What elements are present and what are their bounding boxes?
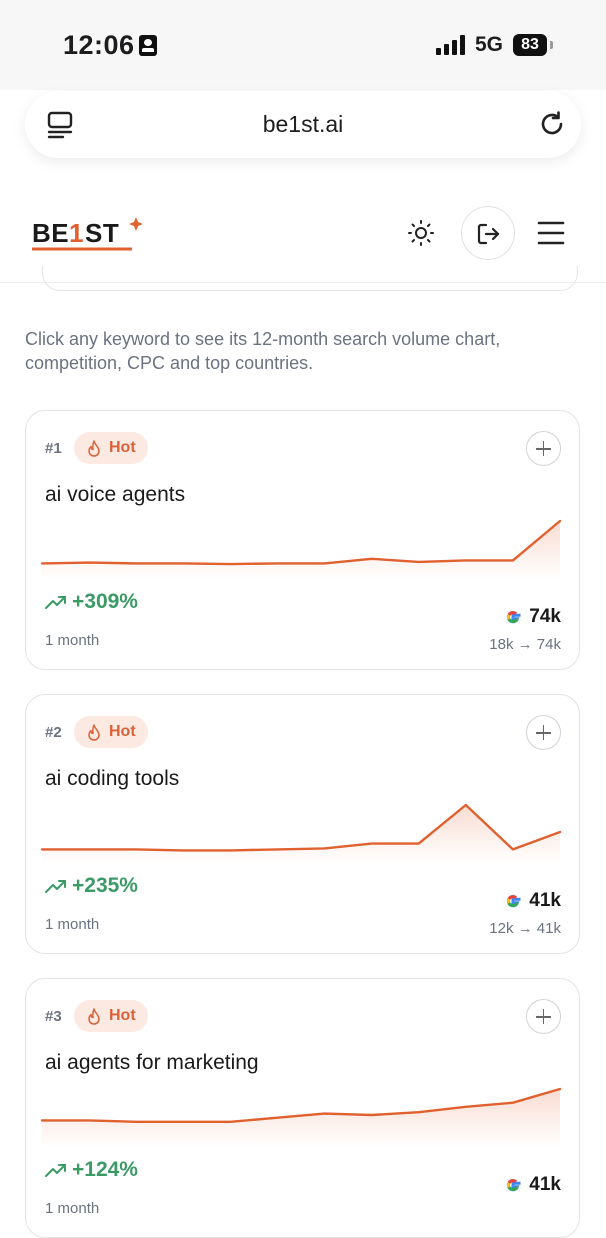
keyword-title[interactable]: ai voice agents <box>45 483 186 506</box>
trend-area <box>42 805 560 863</box>
status-bar: 12:06 5G 83 <box>0 0 606 90</box>
google-icon <box>506 895 521 908</box>
rank-label: #1 <box>45 440 62 457</box>
hot-badge: Hot <box>74 716 148 748</box>
trending-up-icon <box>45 596 66 609</box>
rank-label: #3 <box>45 1008 62 1025</box>
menu-icon[interactable] <box>537 220 565 246</box>
id-card-icon <box>139 35 157 56</box>
rank-label: #2 <box>45 724 62 741</box>
svg-text:ST: ST <box>85 218 119 248</box>
status-time: 12:06 <box>63 30 135 60</box>
google-icon <box>506 1179 521 1192</box>
keyword-card[interactable]: #1 Hot ai voice agents +309% 1 month 74k… <box>25 410 580 670</box>
growth-percent: +235% <box>72 874 138 897</box>
trend-sparkline <box>40 803 562 863</box>
hot-badge: Hot <box>74 1000 148 1032</box>
be1st-logo[interactable]: BE 1 ST <box>32 217 147 253</box>
reader-mode-icon[interactable] <box>47 111 73 139</box>
growth-period: 1 month <box>45 632 100 649</box>
flame-icon <box>88 1008 100 1025</box>
add-keyword-button[interactable] <box>526 715 561 750</box>
trend-line <box>40 519 562 566</box>
growth-percent: +124% <box>72 1158 138 1181</box>
growth-percent: +309% <box>72 590 138 613</box>
search-volume: 41k <box>529 890 561 911</box>
search-volume: 74k <box>529 606 561 627</box>
intro-text: Click any keyword to see its 12-month se… <box>25 329 501 373</box>
add-keyword-button[interactable] <box>526 999 561 1034</box>
battery-icon: 83 <box>513 34 547 56</box>
growth-period: 1 month <box>45 1200 100 1217</box>
signal-icon <box>436 35 466 55</box>
trend-sparkline <box>40 1087 562 1147</box>
network-type: 5G <box>475 33 504 56</box>
trend-area <box>42 521 560 579</box>
keyword-title[interactable]: ai coding tools <box>45 767 180 790</box>
trending-up-icon <box>45 880 66 893</box>
trend-line <box>40 1087 562 1123</box>
svg-text:1: 1 <box>69 218 83 248</box>
address-bar[interactable]: be1st.ai <box>25 91 581 158</box>
search-panel-edge <box>42 266 578 291</box>
logout-icon <box>477 223 500 245</box>
trend-area <box>42 1089 560 1147</box>
svg-text:BE: BE <box>32 218 69 248</box>
logout-button[interactable] <box>461 206 515 260</box>
hot-label: Hot <box>109 1007 136 1024</box>
growth-period: 1 month <box>45 916 100 933</box>
flame-icon <box>88 724 100 741</box>
trend-sparkline <box>40 519 562 579</box>
volume-range: 18k → 74k <box>489 636 561 653</box>
flame-icon <box>88 440 100 457</box>
volume-range: 12k → 41k <box>489 920 561 937</box>
theme-toggle-icon[interactable] <box>407 219 435 247</box>
google-icon <box>506 611 521 624</box>
reload-icon[interactable] <box>537 109 567 139</box>
keyword-title[interactable]: ai agents for marketing <box>45 1051 259 1074</box>
add-keyword-button[interactable] <box>526 431 561 466</box>
hot-badge: Hot <box>74 432 148 464</box>
search-volume: 41k <box>529 1174 561 1195</box>
keyword-card[interactable]: #2 Hot ai coding tools +235% 1 month 41k… <box>25 694 580 954</box>
hot-label: Hot <box>109 439 136 456</box>
hot-label: Hot <box>109 723 136 740</box>
url-text[interactable]: be1st.ai <box>262 111 344 137</box>
trending-up-icon <box>45 1164 66 1177</box>
battery-cap <box>550 41 553 49</box>
trend-line <box>40 803 562 852</box>
keyword-card[interactable]: #3 Hot ai agents for marketing +124% 1 m… <box>25 978 580 1238</box>
